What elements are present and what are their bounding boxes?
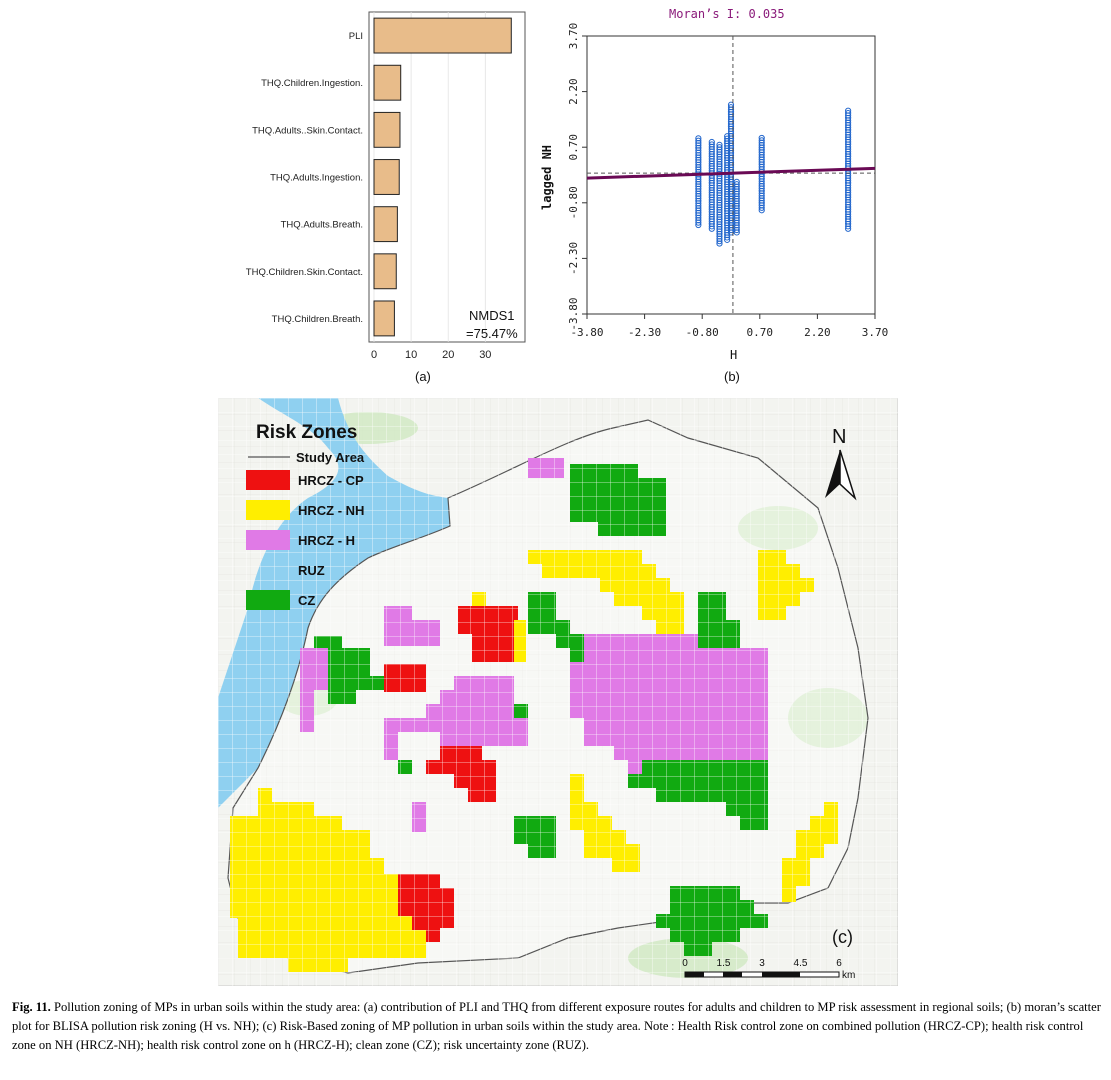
chart-b-regression-line: [586, 166, 876, 180]
chart-a-bar: [373, 159, 400, 195]
chart-a-category-label: THQ.Children.Skin.Contact.: [246, 267, 363, 278]
chart-b-point: [708, 141, 715, 148]
chart-b-point: [733, 178, 740, 185]
north-arrow: N: [825, 426, 857, 501]
legend-swatch: [246, 590, 290, 610]
north-arrow-left: [825, 450, 840, 498]
legend-item-label: RUZ: [298, 563, 325, 578]
zone-h: [528, 458, 564, 478]
chart-b-panel-label: (b): [724, 369, 740, 384]
chart-a-panel-label: (a): [415, 369, 431, 384]
legend-title: Risk Zones: [256, 422, 357, 443]
scale-tick-label: 6: [836, 958, 842, 969]
scale-bar: 0 1.5 3 4.5 6 km: [682, 958, 855, 981]
chart-b-point: [727, 101, 735, 108]
chart-b-ytick-label: -3.80: [567, 297, 580, 330]
chart-a-category-label: THQ.Adults..Skin.Contact.: [252, 125, 363, 136]
chart-a-xtick-label: 30: [479, 349, 491, 361]
risk-zone-map: Risk Zones Study Area HRCZ - CP HRCZ - NH…: [218, 398, 898, 986]
chart-a-bar: [373, 17, 512, 54]
chart-b-ytick-label: -2.30: [567, 242, 580, 275]
chart-b-ylabel: lagged NH: [540, 145, 554, 210]
scale-tick-label: 3: [759, 958, 765, 969]
chart-b-xtick-label: -0.80: [686, 326, 719, 339]
chart-a-bar: [373, 253, 397, 290]
chart-a-category-label: THQ.Children.Ingestion.: [261, 78, 363, 89]
chart-b-point: [695, 135, 702, 142]
chart-b-point: [845, 107, 852, 114]
chart-a-annotation-2: =75.47%: [466, 326, 518, 341]
legend-item-label: HRCZ - NH: [298, 503, 364, 518]
chart-b-point: [716, 141, 723, 148]
chart-b-point: [733, 181, 740, 188]
legend-item-label: HRCZ - H: [298, 533, 355, 548]
chart-b-point: [716, 144, 723, 151]
legend-swatch: [246, 530, 290, 550]
caption-figure-label: Fig. 11.: [12, 1000, 51, 1014]
caption-text: Pollution zoning of MPs in urban soils w…: [12, 1000, 1101, 1052]
north-arrow-right: [839, 449, 857, 501]
chart-a-category-label: THQ.Adults.Breath.: [281, 220, 363, 231]
legend-item-label: CZ: [298, 593, 315, 608]
map-panel-label: (c): [832, 927, 853, 947]
chart-b-ytick-label: 3.70: [567, 23, 580, 50]
legend-item-label: HRCZ - CP: [298, 473, 364, 488]
chart-a-category-label: THQ.Children.Breath.: [272, 314, 363, 325]
figure-caption: Fig. 11. Pollution zoning of MPs in urba…: [12, 998, 1102, 1055]
chart-a-xtick-label: 20: [442, 349, 454, 361]
chart-b-xtick-label: 2.20: [804, 326, 831, 339]
legend-swatch: [246, 470, 290, 490]
scale-tick-label: 4.5: [794, 958, 808, 969]
chart-a-bar: [373, 64, 402, 101]
scale-unit: km: [842, 970, 855, 981]
north-label: N: [832, 426, 846, 448]
chart-b-point: [758, 134, 765, 142]
map-legend: Risk Zones Study Area HRCZ - CP HRCZ - NH…: [246, 422, 365, 610]
chart-b-point: [708, 138, 715, 146]
chart-b-point: [845, 109, 852, 117]
chart-b-point: [758, 137, 765, 144]
chart-b-point: [695, 137, 702, 144]
zone-red-cp: [384, 664, 426, 692]
chart-a-xtick-label: 0: [371, 349, 377, 361]
chart-b-ytick-label: -0.80: [567, 186, 580, 219]
chart-b-point: [727, 104, 735, 111]
chart-b-xtick-label: 0.70: [747, 326, 774, 339]
chart-a-category-label: PLI: [349, 31, 363, 42]
chart-a-category-label: THQ.Adults.Ingestion.: [270, 173, 363, 184]
zone-h: [412, 802, 426, 832]
chart-b-ytick-label: 2.20: [567, 78, 580, 105]
chart-b-xtick-label: 3.70: [862, 326, 889, 339]
legend-swatch: [246, 500, 290, 520]
chart-a-annotation-1: NMDS1: [469, 308, 515, 323]
chart-b-xtick-label: -2.30: [628, 326, 661, 339]
chart-a-bar: [373, 111, 401, 148]
chart-b-plot-area: [586, 35, 876, 315]
chart-a-bar: [373, 300, 395, 337]
chart-b-title: Moran’s I: 0.035: [669, 7, 785, 21]
scale-tick-label: 0: [682, 958, 688, 969]
scale-tick-label: 1.5: [717, 958, 731, 969]
chart-a-xtick-label: 10: [405, 349, 417, 361]
chart-b-ytick-label: 0.70: [567, 134, 580, 161]
chart-a-bar: [373, 206, 398, 243]
chart-b-xtick-label: -3.80: [570, 326, 603, 339]
chart-b: Moran’s I: 0.035 -3.80 -2.30 -0.80 0.70 2.20…: [540, 7, 889, 384]
legend-study-area-label: Study Area: [296, 450, 365, 465]
chart-b-xlabel: H: [730, 348, 737, 362]
chart-a: PLI THQ.Children.Ingestion. THQ.Adults..Sk…: [246, 11, 526, 384]
